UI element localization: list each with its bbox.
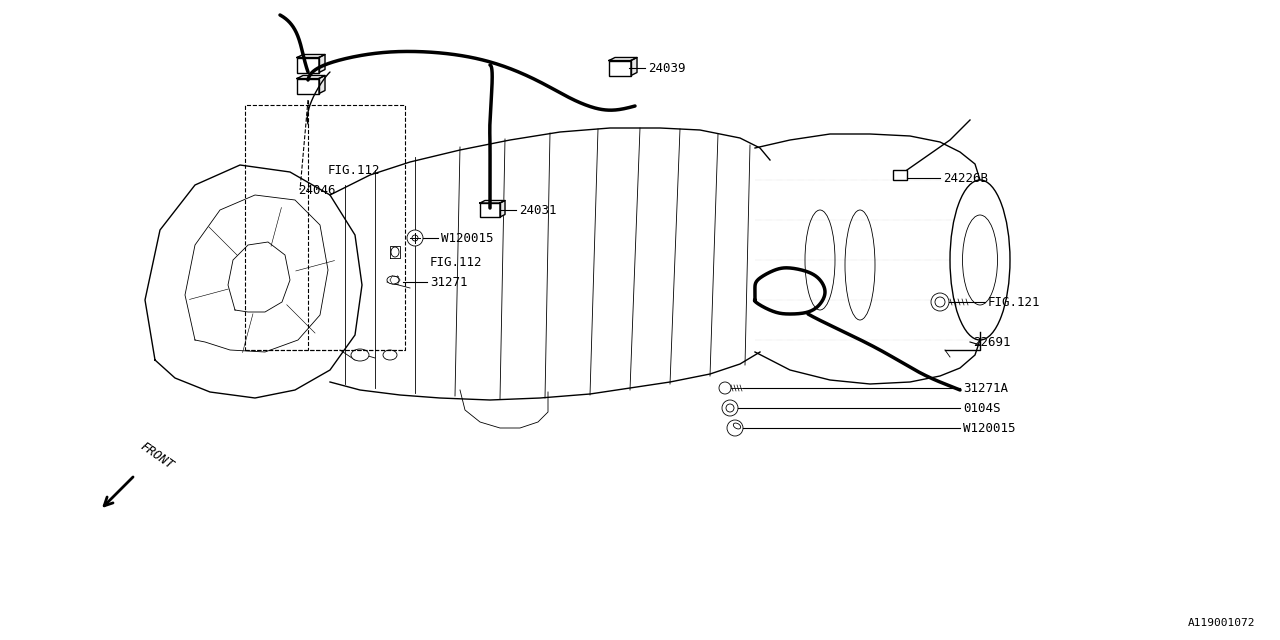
Polygon shape [319,54,325,72]
Ellipse shape [733,423,741,429]
Polygon shape [297,76,325,79]
Text: 24226B: 24226B [943,172,988,184]
Text: 22691: 22691 [973,335,1010,349]
Circle shape [412,235,419,241]
Polygon shape [297,54,325,58]
Ellipse shape [351,349,369,361]
Text: 24031: 24031 [518,204,557,216]
Text: 24039: 24039 [648,61,686,74]
Bar [893,170,908,180]
Text: 31271A: 31271A [963,381,1009,394]
Text: FIG.121: FIG.121 [988,296,1041,308]
Bar [480,203,500,217]
Circle shape [407,230,422,246]
Bar [609,61,631,76]
Polygon shape [480,200,506,203]
Text: 0104S: 0104S [963,401,1001,415]
Text: W120015: W120015 [963,422,1015,435]
Text: FIG.112: FIG.112 [328,163,380,177]
Text: 24046: 24046 [298,184,335,196]
Ellipse shape [387,276,399,284]
Polygon shape [319,76,325,93]
Bar [297,58,319,72]
Circle shape [722,400,739,416]
Bar [244,105,404,350]
Ellipse shape [383,350,397,360]
Circle shape [931,293,948,311]
Polygon shape [631,58,637,76]
Circle shape [719,382,731,394]
Text: A119001072: A119001072 [1188,618,1254,628]
Ellipse shape [390,247,399,257]
Ellipse shape [950,180,1010,340]
Text: FRONT: FRONT [138,440,177,472]
Polygon shape [609,58,637,61]
Polygon shape [500,200,506,217]
Circle shape [727,420,742,436]
Text: 31271: 31271 [430,275,467,289]
Text: W120015: W120015 [442,232,494,244]
Circle shape [934,297,945,307]
Bar [297,79,319,93]
Circle shape [726,404,733,412]
Text: FIG.112: FIG.112 [430,255,483,269]
